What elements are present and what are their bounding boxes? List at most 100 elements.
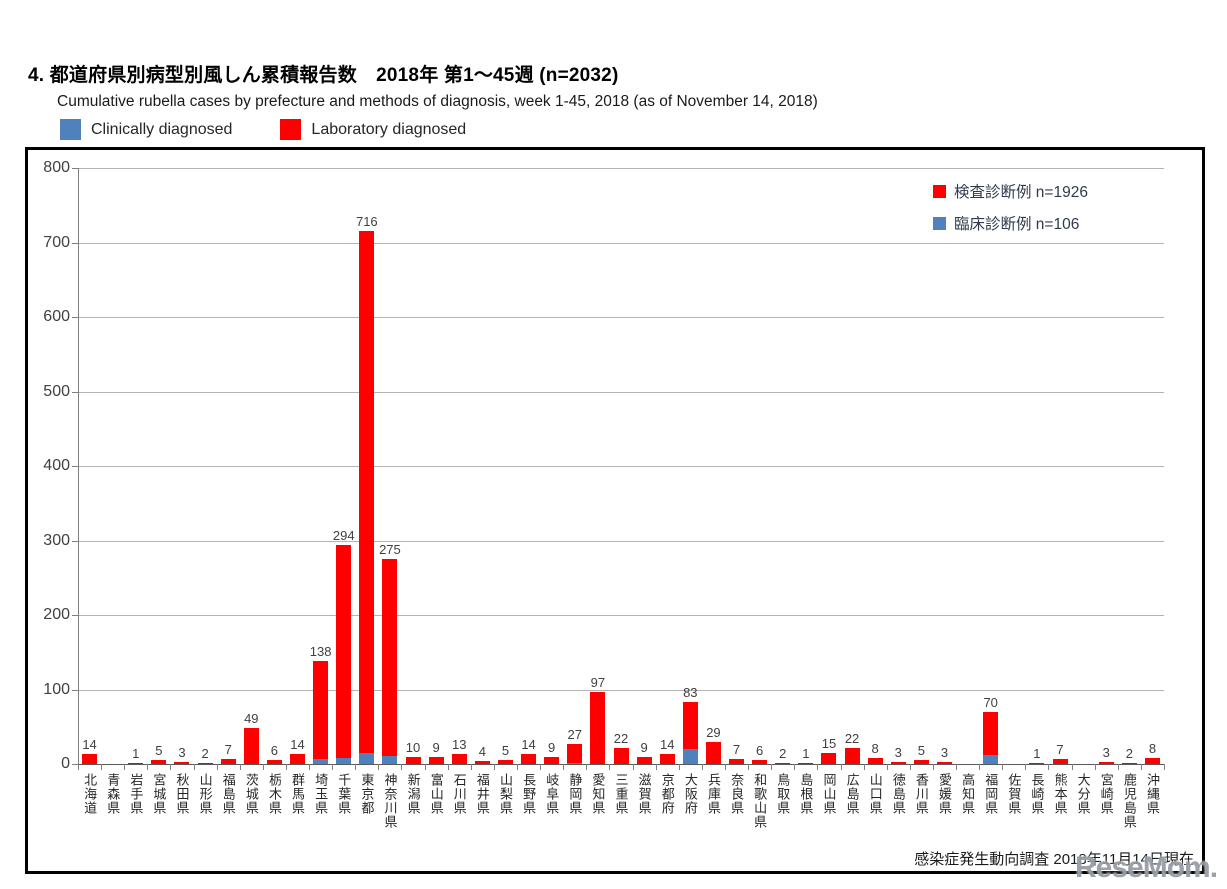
x-axis-tick <box>1071 764 1073 770</box>
legend-item-laboratory: Laboratory diagnosed <box>280 119 466 140</box>
laboratory-color-swatch-icon <box>280 119 302 140</box>
legend-inner-clinical-label: 臨床診断例 n=106 <box>954 216 1080 233</box>
x-axis-label-大分県: 大分県 <box>1075 773 1091 815</box>
x-axis-label-長崎県: 長崎県 <box>1029 773 1045 815</box>
gridline-400 <box>78 466 1164 467</box>
bar-value-label-和歌山県: 6 <box>756 742 764 758</box>
x-axis-tick <box>424 764 426 770</box>
x-axis-tick <box>517 764 519 770</box>
x-axis-label-栃木県: 栃木県 <box>266 773 282 815</box>
x-axis-tick <box>540 764 542 770</box>
x-axis-tick <box>794 764 796 770</box>
x-axis-label-兵庫県: 兵庫県 <box>705 773 721 815</box>
y-axis-tick <box>72 168 78 169</box>
y-axis-tick <box>72 242 78 244</box>
x-axis-tick <box>401 764 403 770</box>
bar-laboratory-北海道 <box>82 753 98 764</box>
x-axis-tick <box>886 764 888 770</box>
x-axis-tick <box>863 764 865 770</box>
page-subtitle: Cumulative rubella cases by prefecture a… <box>57 93 818 110</box>
x-axis-label-石川県: 石川県 <box>451 773 467 815</box>
x-axis-label-茨城県: 茨城県 <box>243 773 259 815</box>
x-axis-tick <box>1094 764 1096 770</box>
bar-value-label-北海道: 14 <box>82 736 97 752</box>
x-axis-label-北海道: 北海道 <box>82 773 98 815</box>
bar-value-label-栃木県: 6 <box>270 742 278 758</box>
bar-value-label-愛媛県: 3 <box>940 744 949 760</box>
x-axis-label-秋田県: 秋田県 <box>174 773 190 815</box>
x-axis-label-埼玉県: 埼玉県 <box>313 773 329 815</box>
y-axis-tick <box>72 615 78 616</box>
x-axis-tick <box>216 764 218 770</box>
x-axis-label-鹿児島県: 鹿児島県 <box>1121 773 1137 829</box>
x-axis-label-福島県: 福島県 <box>220 773 236 815</box>
x-axis-label-岡山県: 岡山県 <box>821 773 837 815</box>
x-axis-label-神奈川県: 神奈川県 <box>382 773 398 829</box>
page-title: 4. 都道府県別病型別風しん累積報告数 2018年 第1～45週 (n=2032… <box>28 65 619 86</box>
bar-laboratory-滋賀県 <box>636 757 652 764</box>
x-axis-tick <box>285 764 287 770</box>
y-axis-tick <box>72 689 78 691</box>
clinical-color-swatch-icon <box>60 119 81 140</box>
bar-laboratory-三重県 <box>613 747 629 764</box>
legend-clinical-label: Clinically diagnosed <box>91 120 233 138</box>
x-axis-tick <box>771 764 773 770</box>
x-axis-label-沖縄県: 沖縄県 <box>1144 773 1160 815</box>
bar-laboratory-埼玉県 <box>313 661 329 759</box>
bar-laboratory-山形県 <box>197 762 213 764</box>
x-axis-tick <box>586 764 588 770</box>
bar-laboratory-茨城県 <box>243 727 259 764</box>
x-axis-tick <box>1002 764 1004 770</box>
y-axis-label: 800 <box>43 159 70 176</box>
x-axis-tick <box>78 764 79 770</box>
bar-value-label-新潟県: 10 <box>405 739 421 755</box>
x-axis-label-山口県: 山口県 <box>867 773 883 815</box>
bar-laboratory-岡山県 <box>821 752 837 764</box>
x-axis-tick <box>563 764 565 770</box>
x-axis-tick <box>239 764 241 770</box>
y-axis-tick <box>72 391 78 393</box>
bar-laboratory-徳島県 <box>890 761 906 764</box>
x-axis-label-宮城県: 宮城県 <box>151 773 167 815</box>
bar-laboratory-鳥取県 <box>775 762 791 764</box>
bar-clinical-埼玉県 <box>313 758 329 764</box>
x-axis-label-山形県: 山形県 <box>197 773 213 815</box>
x-axis-tick <box>632 764 634 770</box>
x-axis-tick <box>655 764 657 770</box>
bar-value-label-山口県: 8 <box>871 741 879 757</box>
bar-value-label-鹿児島県: 2 <box>1125 745 1133 761</box>
x-axis-label-静岡県: 静岡県 <box>567 773 583 815</box>
x-axis-tick <box>470 764 472 770</box>
bar-value-label-三重県: 22 <box>613 730 629 746</box>
bar-laboratory-香川県 <box>913 760 929 764</box>
source-note: 感染症発生動向調査 2018年11月14日現在 <box>914 851 1194 868</box>
x-axis-tick <box>748 764 750 770</box>
bar-clinical-静岡県 <box>567 762 583 764</box>
x-axis-label-山梨県: 山梨県 <box>498 773 514 815</box>
y-axis-label: 400 <box>43 457 70 474</box>
watermark: ReseMom. <box>1075 851 1218 884</box>
chart-frame: 800 700 600 500 400 300 200 100 0 14 北海道 青森県 1 岩手県 5 宮城… <box>25 147 1205 874</box>
x-axis-label-熊本県: 熊本県 <box>1052 773 1068 815</box>
bar-value-label-兵庫県: 29 <box>706 725 721 741</box>
bar-value-label-富山県: 9 <box>432 740 440 756</box>
bar-value-label-長野県: 14 <box>521 736 536 752</box>
y-axis-label: 200 <box>43 606 70 623</box>
bar-value-label-岡山県: 15 <box>821 735 837 751</box>
y-axis-tick <box>72 764 78 765</box>
bar-clinical-千葉県 <box>336 758 352 764</box>
bar-laboratory-富山県 <box>428 757 444 764</box>
bar-laboratory-島根県 <box>798 763 814 764</box>
bar-value-label-岩手県: 1 <box>132 746 140 762</box>
x-axis-label-富山県: 富山県 <box>428 773 444 815</box>
x-axis-label-京都府: 京都府 <box>659 773 675 815</box>
x-axis-label-奈良県: 奈良県 <box>729 773 745 815</box>
y-axis-line <box>78 168 79 764</box>
x-axis-tick <box>1164 764 1165 770</box>
x-axis-tick <box>1048 764 1050 770</box>
bar-value-label-群馬県: 14 <box>290 736 305 752</box>
bar-laboratory-神奈川県 <box>382 559 398 756</box>
bar-value-label-福井県: 4 <box>478 744 486 760</box>
x-axis-tick <box>1140 764 1142 770</box>
bar-value-label-京都府: 14 <box>659 736 675 752</box>
